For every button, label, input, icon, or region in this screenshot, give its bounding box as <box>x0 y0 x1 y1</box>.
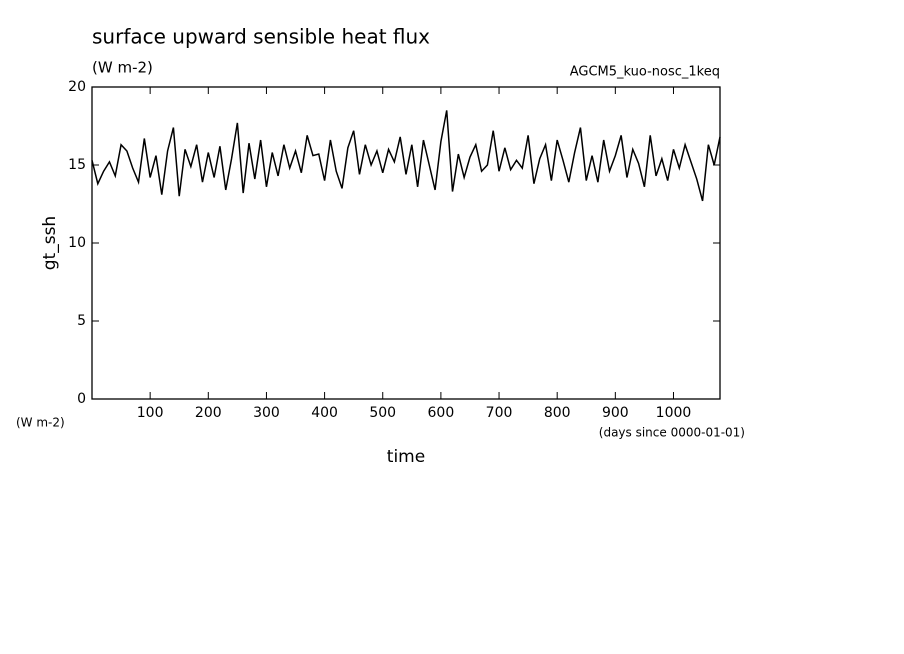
x-tick-label: 200 <box>195 405 222 421</box>
y-tick-label: 20 <box>68 79 86 95</box>
x-tick-label: 1000 <box>656 405 692 421</box>
x-tick-label: 400 <box>311 405 338 421</box>
annotation: AGCM5_kuo-nosc_1keq <box>570 65 720 80</box>
y-tick-label: 5 <box>77 313 86 329</box>
x-tick-label: 100 <box>137 405 164 421</box>
x-axis-unit: (days since 0000-01-01) <box>599 426 745 440</box>
y-axis-unit: (W m-2) <box>16 416 65 430</box>
data-line <box>91 110 721 202</box>
y-axis-label: gt_ssh <box>40 216 60 270</box>
plot-frame <box>91 86 721 400</box>
chart-title: surface upward sensible heat flux <box>92 25 430 49</box>
x-tick-label: 300 <box>253 405 280 421</box>
x-tick-label: 600 <box>428 405 455 421</box>
y-tick-label: 10 <box>68 235 86 251</box>
y-tick-label: 15 <box>68 157 86 173</box>
x-tick-label: 900 <box>602 405 629 421</box>
y-tick-label: 0 <box>77 391 86 407</box>
x-tick-label: 700 <box>486 405 513 421</box>
x-tick-label: 800 <box>544 405 571 421</box>
x-axis-label: time <box>387 447 425 467</box>
subtitle: (W m-2) <box>92 59 153 77</box>
x-tick-label: 500 <box>369 405 396 421</box>
